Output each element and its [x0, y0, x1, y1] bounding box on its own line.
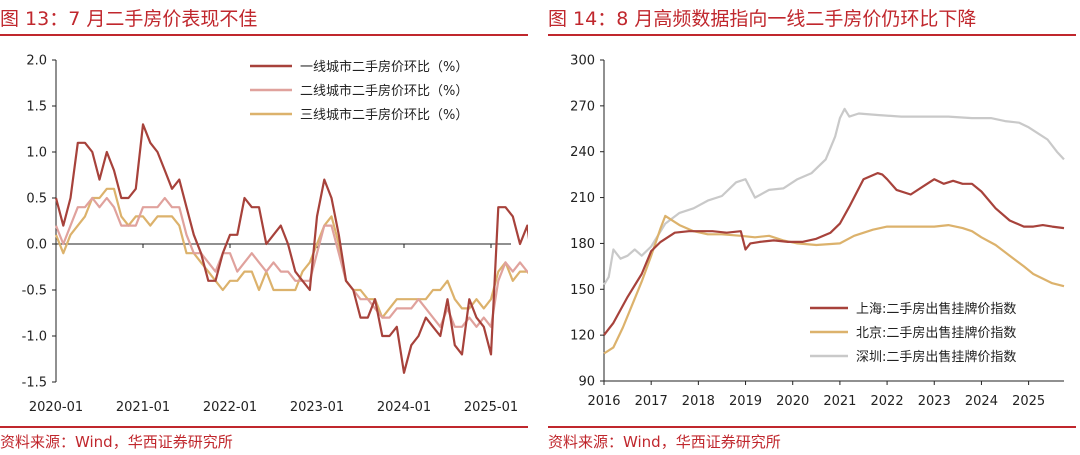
x-tick-label: 2023	[918, 394, 951, 409]
y-tick-label: -0.5	[22, 284, 47, 299]
y-tick-label: 270	[570, 99, 595, 114]
x-tick-label: 2021	[823, 394, 856, 409]
figure-13-title: 图 13：7 月二手房价表现不佳	[0, 8, 258, 30]
y-tick-label: -1.0	[22, 330, 47, 345]
source-rule	[0, 426, 528, 428]
figure-14-panel: 图 14：8 月高频数据指向一线二手房价仍环比下降 300 270 240 210 18…	[548, 0, 1076, 455]
legend-label: 三线城市二手房价环比（%）	[300, 107, 468, 123]
series-line-1	[603, 172, 1065, 336]
y-tick-label: 1.0	[26, 146, 47, 161]
x-tick-label: 2025-01	[464, 400, 518, 415]
x-tick-label: 2018	[682, 394, 715, 409]
figure-14-title: 图 14：8 月高频数据指向一线二手房价仍环比下降	[548, 8, 977, 30]
x-tick-label: 2019	[729, 394, 762, 409]
x-tick-label: 2025	[1012, 394, 1045, 409]
series-line-2	[54, 196, 528, 328]
x-tick-label: 2020	[776, 394, 809, 409]
legend-label: 上海:二手房出售挂牌价指数	[856, 301, 1016, 317]
chart-14: 300 270 240 210 180 150 120 90 2016 2017 2018 2019…	[570, 54, 1065, 409]
series-line-3	[54, 187, 528, 319]
x-tick-label: 2023-01	[290, 400, 344, 415]
legend-label: 北京:二手房出售挂牌价指数	[856, 325, 1016, 341]
y-tick-label: 150	[570, 283, 595, 298]
y-tick-label: 120	[570, 329, 595, 344]
y-tick-label: 210	[570, 191, 595, 206]
y-tick-label: 180	[570, 237, 595, 252]
figure-13-source: 资料来源：Wind，华西证券研究所	[0, 433, 233, 451]
y-tick-label: 300	[570, 54, 595, 69]
x-tick-label: 2016	[587, 394, 620, 409]
title-rule	[548, 34, 1076, 36]
y-tick-label: 0.5	[26, 192, 47, 207]
legend-label: 二线城市二手房价环比（%）	[300, 83, 468, 99]
source-rule	[548, 426, 1076, 428]
y-tick-label: 1.5	[26, 100, 47, 115]
x-tick-label: 2020-01	[29, 400, 83, 415]
x-tick-label: 2024	[965, 394, 998, 409]
x-tick-label: 2022-01	[203, 400, 257, 415]
title-rule	[0, 34, 528, 36]
y-tick-label: 0.0	[26, 238, 47, 253]
x-tick-label: 2024-01	[377, 400, 431, 415]
series-line-3	[603, 107, 1065, 286]
series-line-2	[603, 214, 1065, 355]
chart-13: 2.0 1.5 1.0 0.5 0.0 -0.5 -1.0 -1.5 2020-01 2021-…	[22, 54, 528, 415]
x-tick-label: 2022	[871, 394, 904, 409]
legend-label: 一线城市二手房价环比（%）	[300, 59, 468, 75]
x-tick-label: 2017	[635, 394, 668, 409]
x-tick-label: 2021-01	[116, 400, 170, 415]
y-tick-label: 90	[578, 375, 595, 390]
y-tick-label: -1.5	[22, 376, 47, 391]
series-line-1	[54, 123, 528, 374]
y-tick-label: 240	[570, 145, 595, 160]
figure-14-source: 资料来源：Wind，华西证券研究所	[548, 433, 781, 451]
legend-label: 深圳:二手房出售挂牌价指数	[856, 349, 1016, 365]
figure-13-panel: 图 13：7 月二手房价表现不佳 2.0 1.5 1.0 0.5 0.0 -0.5 -1.0…	[0, 0, 528, 455]
y-tick-label: 2.0	[26, 54, 47, 69]
